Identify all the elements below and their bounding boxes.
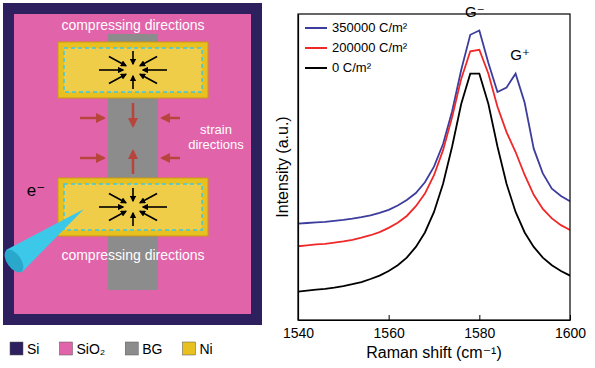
- y-axis: [298, 15, 299, 321]
- arrow: [109, 74, 126, 83]
- spectrum-line: [298, 50, 570, 246]
- arrow: [143, 206, 167, 208]
- legend-label: 350000 C/m²: [332, 20, 408, 35]
- arrow: [132, 103, 135, 126]
- legend-swatch: [59, 342, 72, 355]
- arrow: [99, 206, 123, 208]
- arrow: [109, 194, 126, 203]
- arrow: [132, 151, 135, 174]
- ni-electrode: [58, 42, 208, 98]
- arrow: [162, 157, 180, 160]
- arrow: [80, 117, 104, 120]
- y-axis-title: Intensity (a.u.): [274, 116, 291, 217]
- arrow: [80, 157, 104, 160]
- peak-label: G⁺: [510, 46, 530, 63]
- raman-chart: 1540 1560 1580 1600 Raman shift (cm⁻¹) Intens…: [274, 3, 586, 361]
- x-tick-label: 1560: [374, 325, 405, 341]
- x-tick-label: 1600: [555, 325, 586, 341]
- figure: compressing directions compressing direct…: [0, 0, 595, 368]
- arrow: [162, 117, 180, 120]
- legend-swatch: [125, 342, 138, 355]
- x-tick: 1600: [555, 315, 586, 341]
- x-tick-mark: [479, 315, 480, 320]
- arrow: [109, 211, 126, 220]
- plot-frame: [298, 14, 570, 320]
- arrow: [109, 57, 126, 66]
- label-line: directions: [188, 137, 244, 152]
- arrow: [140, 194, 157, 203]
- x-tick-label: 1540: [283, 325, 314, 341]
- arrow: [140, 74, 157, 83]
- spectrum-line: [298, 31, 570, 224]
- plot-lines: [298, 31, 570, 292]
- legend-label: 0 C/m²: [332, 60, 372, 75]
- legend-swatch: [305, 67, 327, 69]
- legend-label: 200000 C/m²: [332, 40, 408, 55]
- arrow: [140, 57, 157, 66]
- label: compressing directions: [61, 247, 204, 263]
- arrow: [132, 76, 134, 89]
- legend-label: Si: [27, 341, 39, 357]
- device-schematic: compressing directions compressing direct…: [1, 3, 262, 357]
- label-line: strain: [200, 122, 232, 137]
- x-tick-mark: [389, 315, 390, 320]
- legend-label: SiO₂: [76, 341, 105, 357]
- arrow: [143, 69, 167, 71]
- legend-swatch: [182, 342, 195, 355]
- si-substrate: [3, 3, 262, 325]
- x-tick: 1560: [374, 315, 405, 341]
- electron-beam-base: [1, 246, 27, 275]
- label: straindirections: [188, 122, 244, 152]
- arrow: [140, 211, 157, 220]
- x-tick-label: 1580: [464, 325, 495, 341]
- arrow: [132, 51, 134, 64]
- x-axis-title: Raman shift (cm⁻¹): [366, 344, 502, 361]
- label: compressing directions: [61, 17, 204, 33]
- arrow: [132, 213, 134, 226]
- y-axis-line: [298, 15, 299, 321]
- ni-electrode: [58, 178, 208, 236]
- spectrum-line: [298, 74, 570, 292]
- x-axis-line: [299, 320, 571, 321]
- x-tick: 1580: [464, 315, 495, 341]
- legend-swatch: [305, 27, 327, 29]
- legend-swatch: [305, 47, 327, 49]
- legend-swatch: [10, 342, 23, 355]
- irradiated-area: [64, 48, 202, 92]
- sio2-layer: [14, 14, 251, 314]
- label: e⁻: [27, 181, 45, 200]
- x-axis: 1540 1560 1580 1600: [283, 315, 586, 341]
- peak-label: G⁻: [465, 3, 485, 20]
- irradiated-area: [64, 184, 202, 230]
- arrow: [132, 188, 134, 201]
- legend-label: Ni: [199, 341, 212, 357]
- legend-label: BG: [142, 341, 162, 357]
- legend: 350000 C/m² 200000 C/m² 0 C/m²: [305, 20, 408, 75]
- x-tick-mark: [570, 315, 571, 320]
- arrow: [99, 69, 123, 71]
